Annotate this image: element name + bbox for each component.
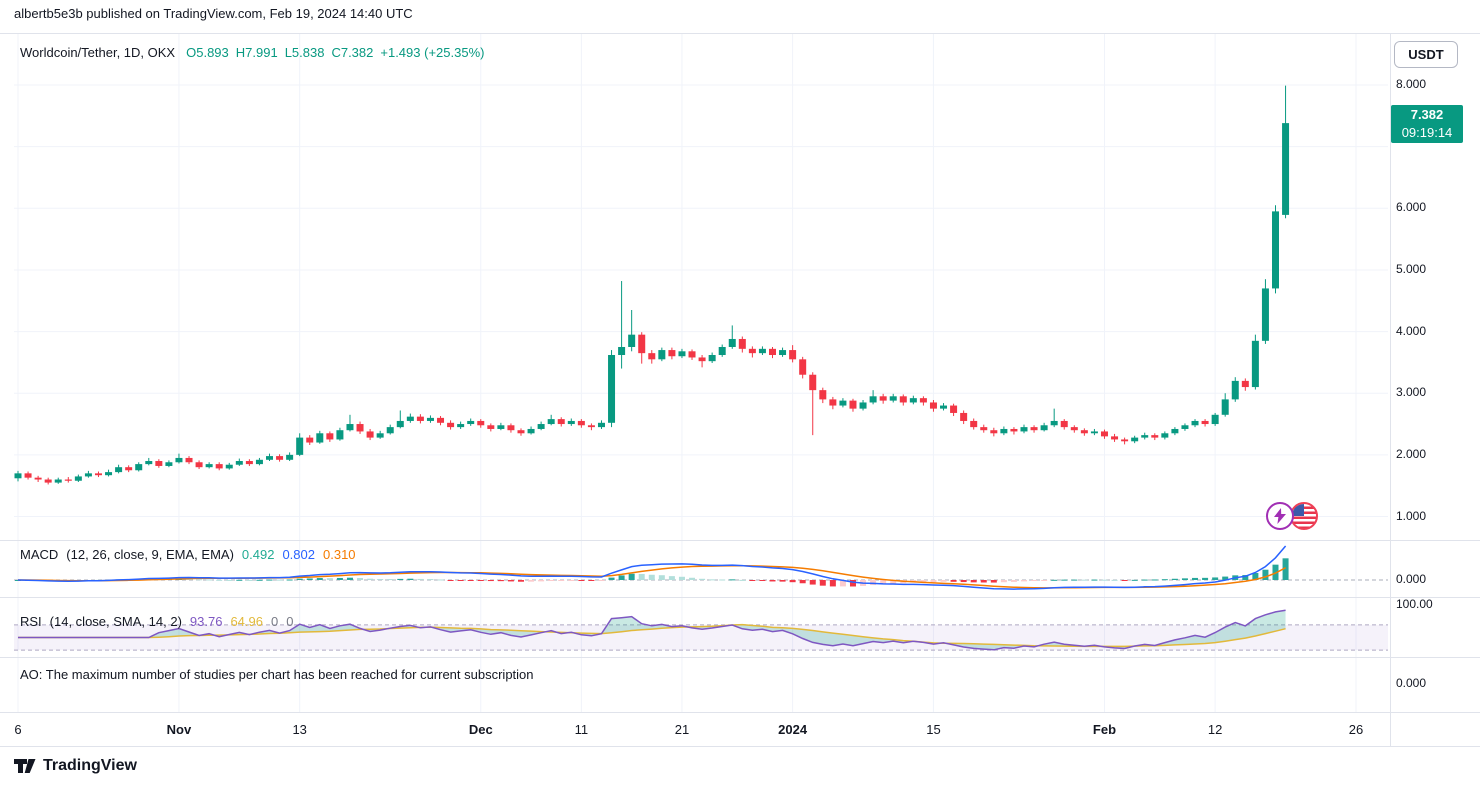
time-axis-label: 2024 — [778, 722, 808, 737]
ohlc-high: H7.991 — [235, 45, 278, 60]
macd-line-value: 0.802 — [282, 547, 315, 562]
tradingview-logo[interactable]: TradingView — [14, 757, 137, 775]
time-axis-label: 12 — [1207, 722, 1223, 737]
axis-label: 4.000 — [1396, 323, 1427, 338]
axis-label: 2.000 — [1396, 446, 1427, 461]
price-change: +1.493 (+25.35%) — [380, 45, 485, 60]
time-axis-label: Dec — [468, 722, 493, 737]
flash-icon — [1266, 502, 1294, 530]
ohlc-open: O5.893 — [186, 45, 229, 60]
chart-canvas[interactable] — [0, 0, 1480, 750]
macd-title[interactable]: MACD — [20, 547, 59, 562]
rsi-legend[interactable]: RSI (14, close, SMA, 14, 2) 93.76 64.96 … — [20, 614, 293, 629]
rsi-ma-value: 64.96 — [230, 614, 263, 629]
macd-hist-value: 0.492 — [241, 547, 275, 562]
time-axis-label: 6 — [14, 722, 22, 737]
bar-countdown: 09:19:14 — [1401, 125, 1453, 140]
ohlc-close: C7.382 — [331, 45, 374, 60]
time-axis-label: 13 — [292, 722, 307, 737]
grid-lines — [14, 33, 1388, 712]
tradingview-mark-icon — [14, 758, 36, 773]
axis-label: 6.000 — [1396, 200, 1427, 215]
axis-label: 3.000 — [1396, 385, 1427, 400]
axis-label: 0.000 — [1396, 572, 1427, 586]
ao-study-notice: AO: The maximum number of studies per ch… — [20, 667, 534, 682]
rsi-plot — [14, 609, 1388, 651]
ohlc-low: L5.838 — [284, 45, 325, 60]
last-price-value: 7.382 — [1410, 107, 1444, 122]
rsi-lower-value: 0 — [286, 614, 294, 629]
macd-plot — [14, 545, 1388, 590]
lightning-bolt-icon — [1274, 508, 1286, 524]
time-axis-label: Nov — [166, 722, 192, 737]
tradingview-wordmark: TradingView — [43, 757, 137, 774]
axis-label: 100.00 — [1396, 597, 1433, 611]
time-axis[interactable]: 6 Nov 13 Dec 11 21 2024 15 Feb 12 26 — [0, 713, 1390, 747]
rsi-value: 93.76 — [189, 614, 223, 629]
axis-label: 1.000 — [1396, 508, 1427, 523]
time-axis-label: Feb — [1092, 722, 1117, 737]
macd-legend[interactable]: MACD (12, 26, close, 9, EMA, EMA) 0.492 … — [20, 547, 356, 562]
currency-toggle-button[interactable]: USDT — [1394, 41, 1458, 68]
time-axis-label: 21 — [674, 722, 690, 737]
macd-signal-value: 0.310 — [323, 547, 356, 562]
axis-label: 5.000 — [1396, 261, 1427, 276]
time-axis-label: 11 — [574, 722, 589, 737]
rsi-upper-value: 0 — [271, 614, 279, 629]
axis-label: 0.000 — [1396, 676, 1427, 690]
time-axis-label: 15 — [926, 722, 941, 737]
us-flag-icon — [1290, 502, 1318, 530]
symbol-legend[interactable]: Worldcoin/Tether, 1D, OKX O5.893 H7.991 … — [20, 45, 484, 60]
price-axis[interactable]: 8.000 6.000 5.000 4.000 3.000 2.000 1.000 0.000… — [1390, 33, 1480, 713]
last-price-tag: 7.382 09:19:14 — [1391, 105, 1463, 143]
symbol-title[interactable]: Worldcoin/Tether, 1D, OKX — [20, 45, 176, 60]
axis-label: 8.000 — [1396, 77, 1427, 92]
time-axis-label: 26 — [1348, 722, 1364, 737]
candlestick-series — [14, 85, 1290, 485]
pane-separators — [0, 33, 1480, 747]
rsi-params: (14, close, SMA, 14, 2) — [49, 614, 182, 629]
publish-info: albertb5e3b published on TradingView.com… — [14, 6, 413, 21]
rsi-title[interactable]: RSI — [20, 614, 42, 629]
macd-params: (12, 26, close, 9, EMA, EMA) — [66, 547, 234, 562]
